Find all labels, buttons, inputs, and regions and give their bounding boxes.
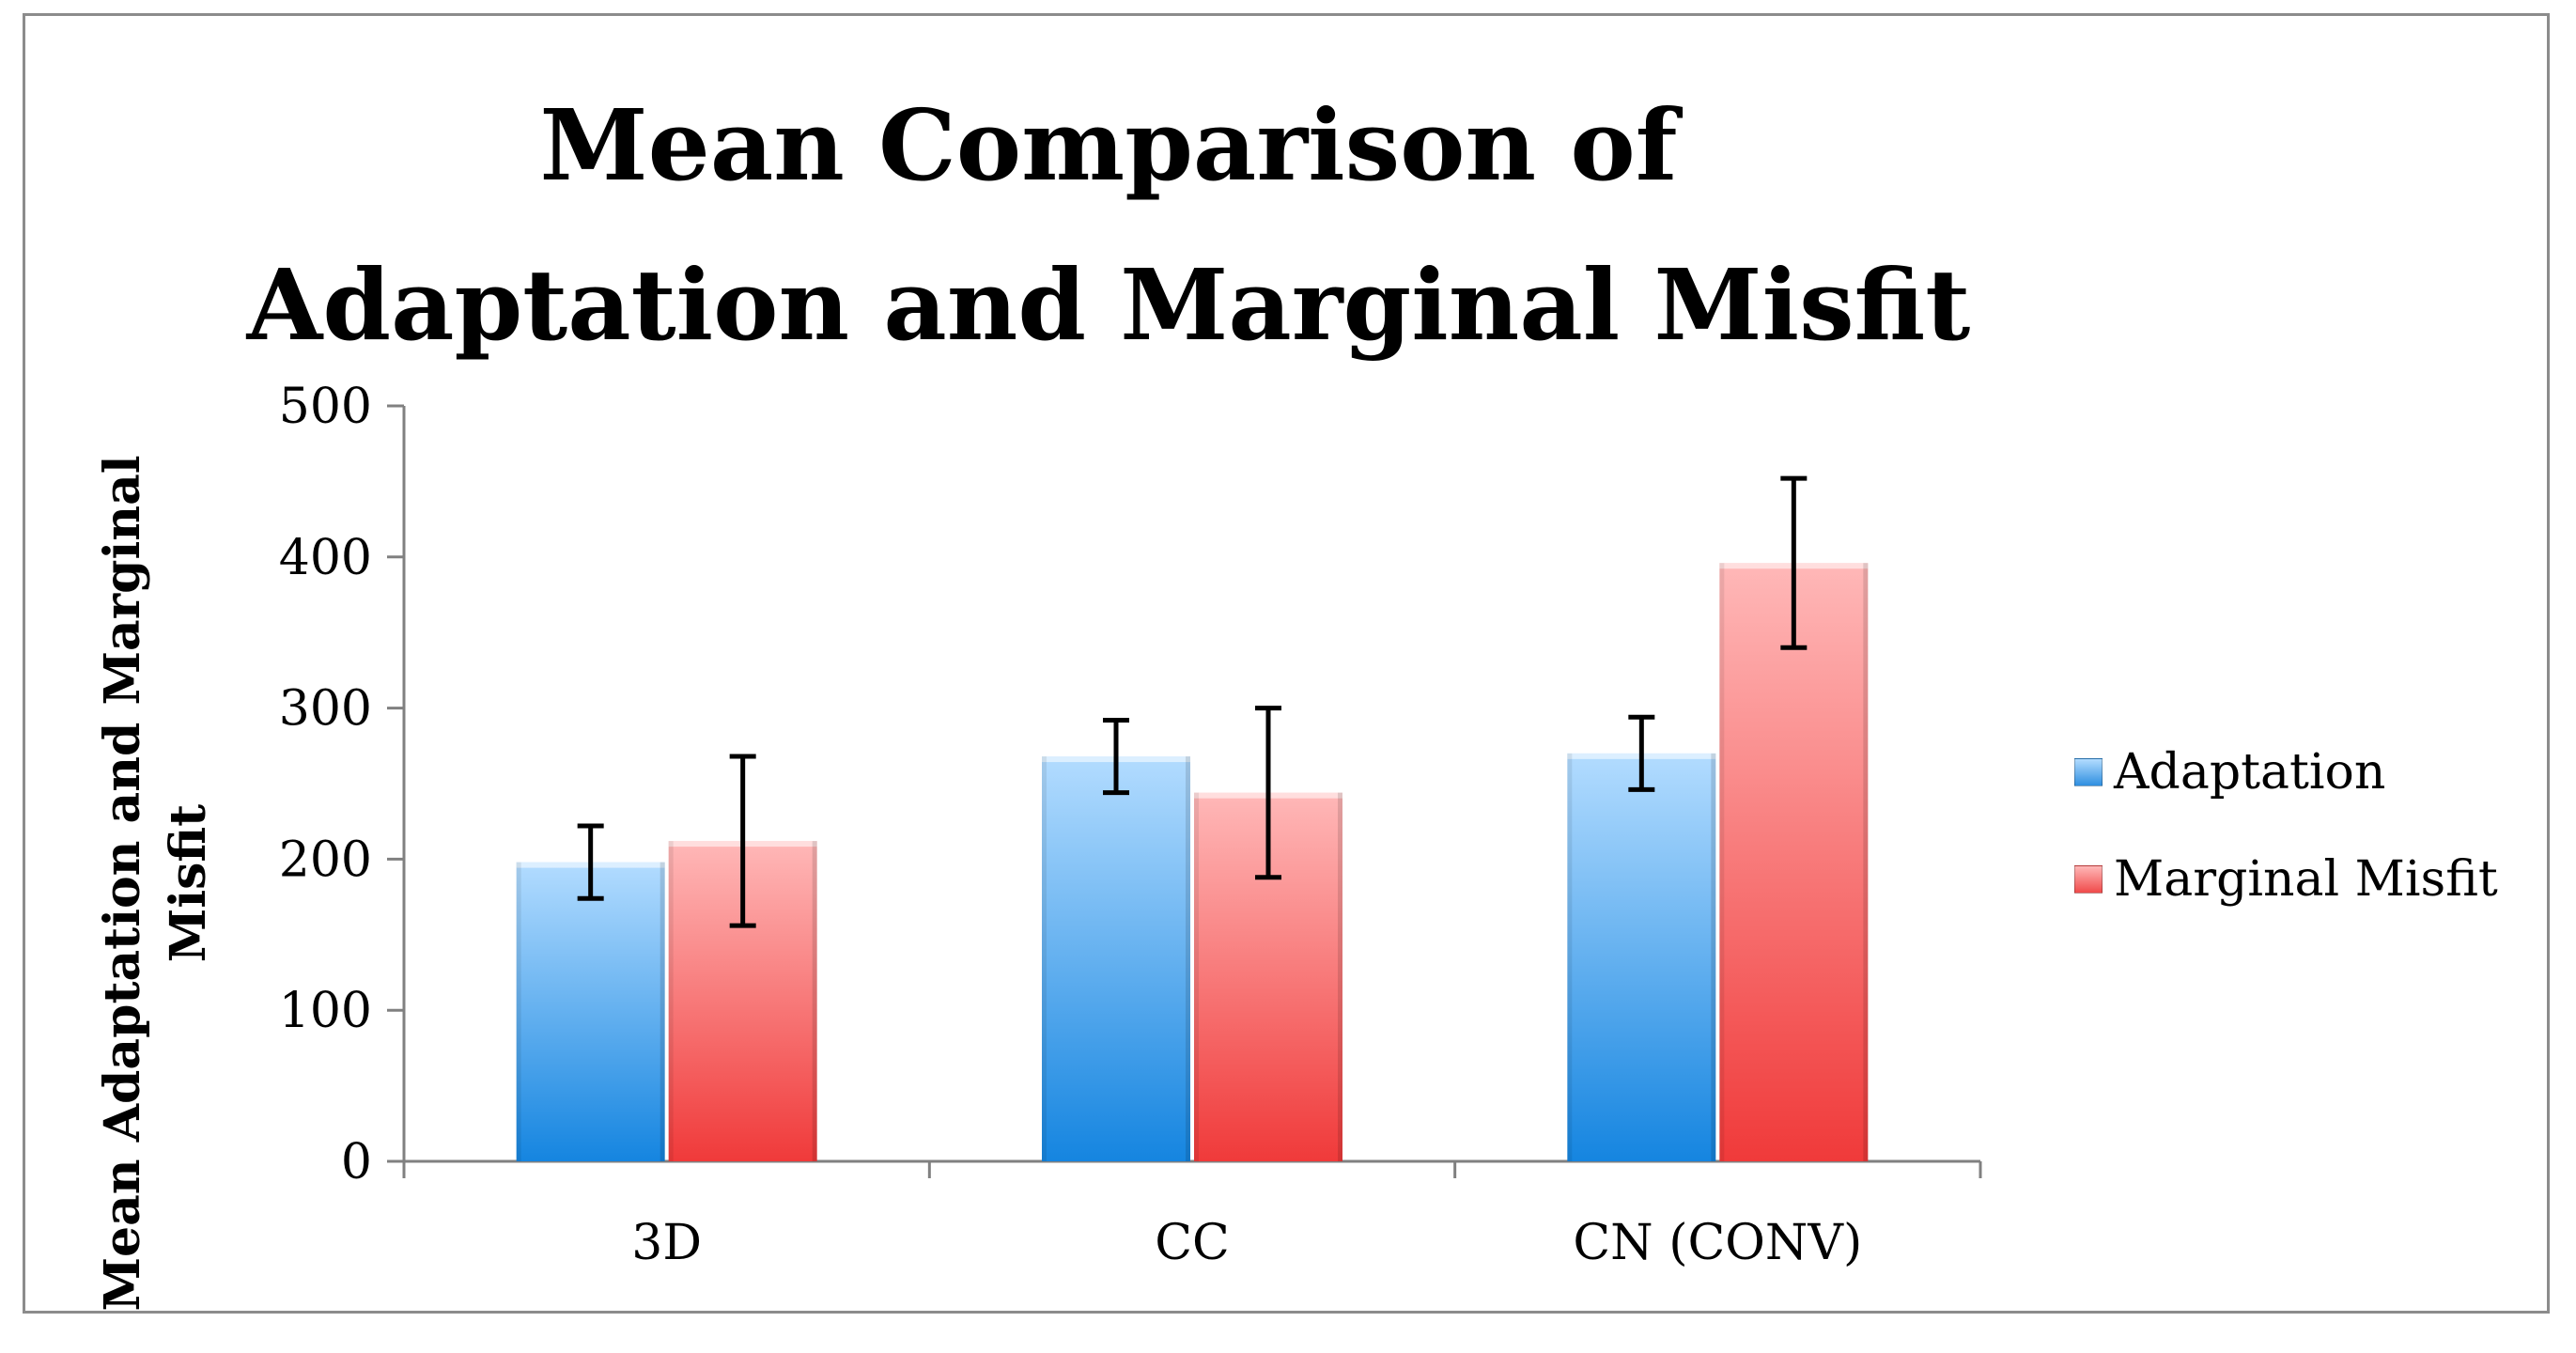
y-tick-label: 100 xyxy=(279,983,372,1039)
bar-adaptation xyxy=(1042,756,1190,1161)
bar-edge-left xyxy=(516,862,521,1161)
bar-edge-right xyxy=(812,841,817,1161)
y-tick-label: 500 xyxy=(279,379,372,435)
bar-edge-left xyxy=(1042,756,1047,1161)
y-tick-label: 300 xyxy=(279,681,372,738)
legend-swatch-adaptation xyxy=(2074,758,2103,786)
bar-edge-right xyxy=(1863,563,1869,1161)
y-tick-label: 200 xyxy=(279,832,372,888)
bar-adaptation xyxy=(1567,753,1716,1161)
x-tick-label: 3D xyxy=(631,1215,702,1271)
chart-legend: Adaptation Marginal Misfit xyxy=(2074,742,2498,956)
bar-edge-right xyxy=(1186,756,1190,1161)
y-tick-label: 400 xyxy=(279,530,372,586)
legend-item-marginal-misfit: Marginal Misfit xyxy=(2074,849,2498,910)
chart-title: Mean Comparison of Adaptation and Margin… xyxy=(246,87,1971,363)
y-tick-label: 0 xyxy=(341,1134,372,1190)
bar-edge-right xyxy=(1711,753,1716,1161)
legend-label-marginal-misfit: Marginal Misfit xyxy=(2114,851,2498,908)
bar-edge-right xyxy=(660,862,665,1161)
legend-swatch-marginal-misfit xyxy=(2074,865,2103,894)
x-tick-label: CN (CONV) xyxy=(1573,1215,1862,1271)
bar-edge-left xyxy=(1719,563,1725,1161)
legend-item-adaptation: Adaptation xyxy=(2074,742,2498,802)
bar-adaptation xyxy=(516,862,665,1161)
x-tick-label: CC xyxy=(1155,1215,1230,1271)
legend-label-adaptation: Adaptation xyxy=(2114,744,2386,801)
bar-edge-left xyxy=(668,841,674,1161)
bar-edge-left xyxy=(1194,792,1199,1161)
bar-marginal-misfit xyxy=(1719,563,1869,1161)
bar-edge-left xyxy=(1567,753,1573,1161)
bar-edge-right xyxy=(1338,792,1342,1161)
